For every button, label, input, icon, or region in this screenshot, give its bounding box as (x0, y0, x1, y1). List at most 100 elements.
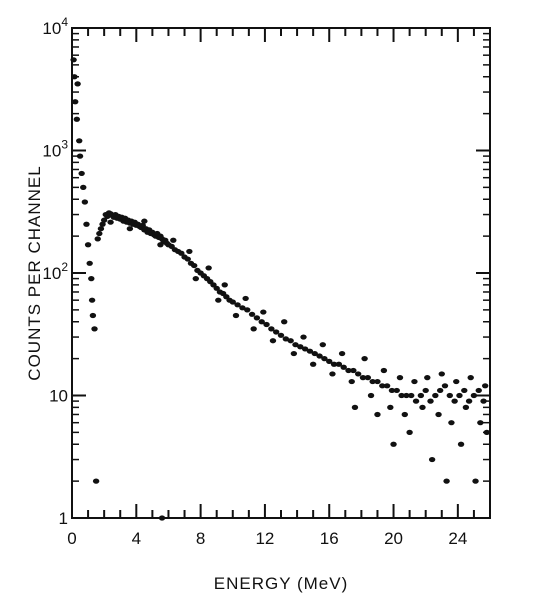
data-point (428, 456, 436, 463)
data-point (427, 398, 434, 404)
data-point (465, 398, 473, 404)
x-tick-label: 20 (384, 529, 403, 548)
data-point (411, 378, 418, 385)
data-point (369, 378, 376, 385)
data-point (94, 236, 101, 242)
data-point (88, 297, 96, 303)
data-point (309, 361, 317, 367)
data-point (234, 302, 241, 308)
data-point (321, 356, 328, 362)
data-point (281, 319, 288, 325)
data-point (99, 221, 106, 227)
data-point (80, 184, 87, 190)
data-point (419, 404, 426, 410)
data-point (78, 170, 85, 177)
data-point (97, 226, 105, 232)
data-point (83, 221, 90, 227)
data-point (443, 478, 450, 484)
data-point (158, 515, 166, 521)
data-point (300, 334, 307, 340)
data-point (441, 383, 449, 389)
plot-frame (71, 27, 491, 519)
data-point (475, 387, 482, 394)
data-point (250, 326, 257, 332)
data-point (367, 392, 375, 399)
data-point (472, 478, 479, 484)
data-point (258, 319, 265, 325)
data-point (186, 248, 193, 255)
data-point (282, 336, 290, 342)
data-point (91, 326, 98, 332)
data-point (456, 392, 463, 399)
data-point (277, 332, 285, 338)
data-point (417, 392, 425, 399)
data-point (374, 411, 381, 418)
data-point (192, 276, 199, 282)
data-point (190, 262, 198, 269)
x-tick-label: 12 (255, 529, 274, 548)
data-point (100, 217, 108, 223)
data-point (73, 116, 81, 122)
data-point (338, 350, 346, 357)
data-point (76, 153, 84, 159)
data-point (244, 307, 251, 313)
data-point (88, 276, 95, 282)
data-point (438, 371, 445, 377)
data-point (290, 350, 298, 357)
data-point (329, 371, 336, 377)
data-point (380, 367, 388, 374)
data-point (178, 250, 185, 256)
data-point (432, 392, 439, 399)
data-point (393, 387, 400, 394)
data-point (221, 282, 228, 288)
x-axis-ticks: 0 4 8 12 16 20 24 (67, 28, 491, 548)
data-point (424, 374, 431, 381)
data-point (72, 99, 79, 105)
data-point (383, 383, 391, 389)
data-point (359, 374, 367, 381)
data-point (319, 342, 326, 348)
y-axis-ticks: 1 10 102 103 104 (42, 15, 490, 528)
data-point (248, 311, 256, 317)
data-point (268, 326, 275, 332)
data-point (335, 361, 343, 367)
data-point (141, 218, 148, 224)
data-point (422, 387, 429, 394)
data-point (184, 256, 191, 262)
data-point (272, 329, 280, 335)
data-point (387, 404, 394, 410)
data-point (412, 398, 420, 404)
data-point (390, 441, 397, 447)
data-point (388, 387, 396, 394)
data-point (446, 392, 454, 399)
x-tick-label: 24 (448, 529, 467, 548)
data-point (483, 429, 490, 435)
data-point (403, 392, 410, 399)
data-point (379, 383, 386, 389)
data-point (107, 219, 114, 225)
data-point (354, 371, 362, 377)
data-point (74, 81, 81, 87)
data-point (76, 138, 83, 144)
data-point (330, 361, 338, 367)
data-point (396, 374, 404, 381)
data-point (239, 305, 246, 311)
data-point (232, 312, 240, 319)
data-point (462, 404, 470, 410)
data-point (480, 398, 487, 404)
y-tick-label: 104 (42, 15, 68, 38)
x-tick-label: 16 (320, 529, 339, 548)
y-tick-label: 103 (42, 138, 68, 161)
y-tick-exponent: 3 (61, 138, 68, 152)
y-tick-label: 10 (49, 387, 68, 406)
data-point (287, 338, 294, 344)
data-point (467, 374, 474, 381)
data-point (436, 387, 444, 394)
data-point (448, 420, 455, 426)
data-point (213, 285, 220, 291)
data-point (374, 378, 381, 385)
y-tick-label: 1 (59, 509, 68, 528)
x-tick-label: 0 (67, 529, 76, 548)
data-point (364, 374, 372, 381)
data-point (301, 346, 309, 352)
